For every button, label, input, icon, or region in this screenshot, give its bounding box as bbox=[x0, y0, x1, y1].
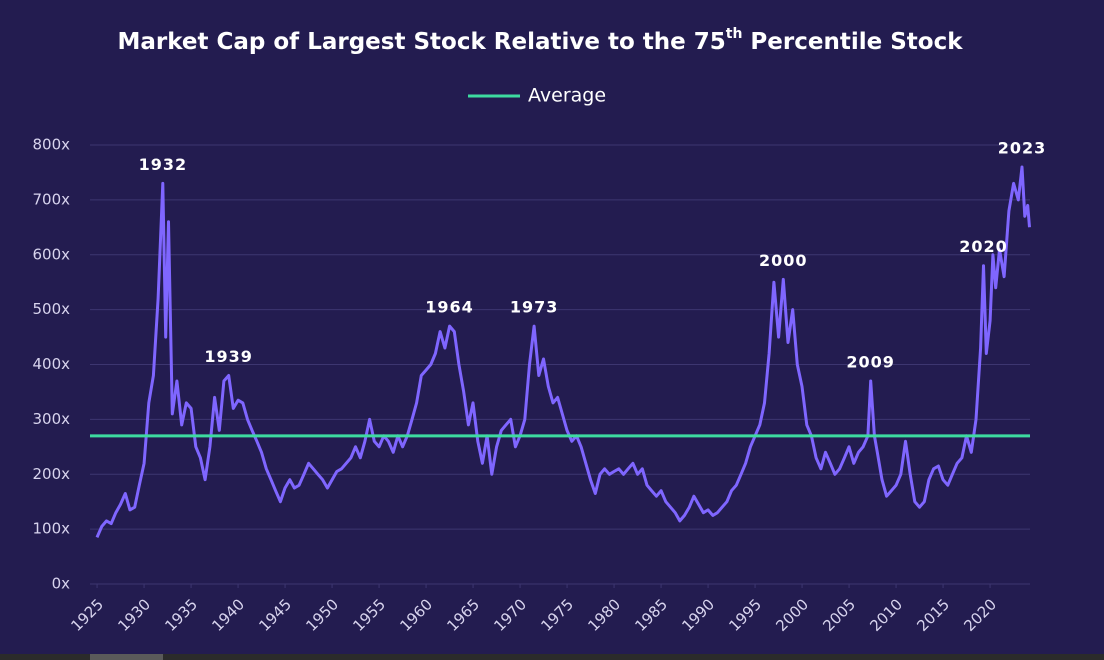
x-tick-label: 1930 bbox=[114, 595, 154, 635]
chart-title: Market Cap of Largest Stock Relative to … bbox=[117, 26, 963, 55]
annotation: 1964 bbox=[425, 298, 474, 317]
x-tick-label: 1980 bbox=[584, 595, 624, 635]
x-tick-label: 2010 bbox=[866, 595, 906, 635]
x-tick-label: 1955 bbox=[349, 595, 389, 635]
x-tick-label: 1925 bbox=[67, 595, 107, 635]
annotation: 1932 bbox=[139, 155, 188, 174]
annotation: 2009 bbox=[846, 352, 895, 371]
y-tick-label: 0x bbox=[52, 575, 71, 593]
annotation: 1939 bbox=[204, 347, 253, 366]
y-tick-label: 800x bbox=[32, 136, 70, 154]
annotation: 2023 bbox=[998, 138, 1047, 157]
x-tick-label: 1935 bbox=[161, 595, 201, 635]
x-tick-label: 1990 bbox=[678, 595, 718, 635]
y-tick-label: 600x bbox=[32, 245, 70, 263]
x-tick-label: 1960 bbox=[396, 595, 436, 635]
y-tick-label: 300x bbox=[32, 410, 70, 428]
x-tick-label: 1985 bbox=[631, 595, 671, 635]
y-tick-label: 100x bbox=[32, 520, 70, 538]
annotation: 1973 bbox=[510, 298, 559, 317]
x-tick-label: 1975 bbox=[537, 595, 577, 635]
x-tick-label: 1950 bbox=[302, 595, 342, 635]
annotation: 2020 bbox=[959, 237, 1008, 256]
legend-label: Average bbox=[528, 85, 606, 107]
x-tick-label: 2005 bbox=[819, 595, 859, 635]
x-tick-label: 1970 bbox=[490, 595, 530, 635]
x-tick-label: 1940 bbox=[208, 595, 248, 635]
data-line bbox=[95, 165, 1031, 538]
x-tick-label: 2015 bbox=[913, 595, 953, 635]
bottom-strip bbox=[0, 654, 1104, 660]
y-tick-label: 200x bbox=[32, 465, 70, 483]
x-tick-label: 2000 bbox=[772, 595, 812, 635]
y-tick-label: 400x bbox=[32, 355, 70, 373]
x-tick-label: 1965 bbox=[443, 595, 483, 635]
x-tick-label: 1945 bbox=[255, 595, 295, 635]
y-tick-label: 700x bbox=[32, 190, 70, 208]
x-tick-label: 2020 bbox=[960, 595, 1000, 635]
annotation: 2000 bbox=[759, 251, 808, 270]
x-tick-label: 1995 bbox=[725, 595, 765, 635]
scroll-thumb bbox=[90, 654, 163, 660]
y-tick-label: 500x bbox=[32, 300, 70, 318]
